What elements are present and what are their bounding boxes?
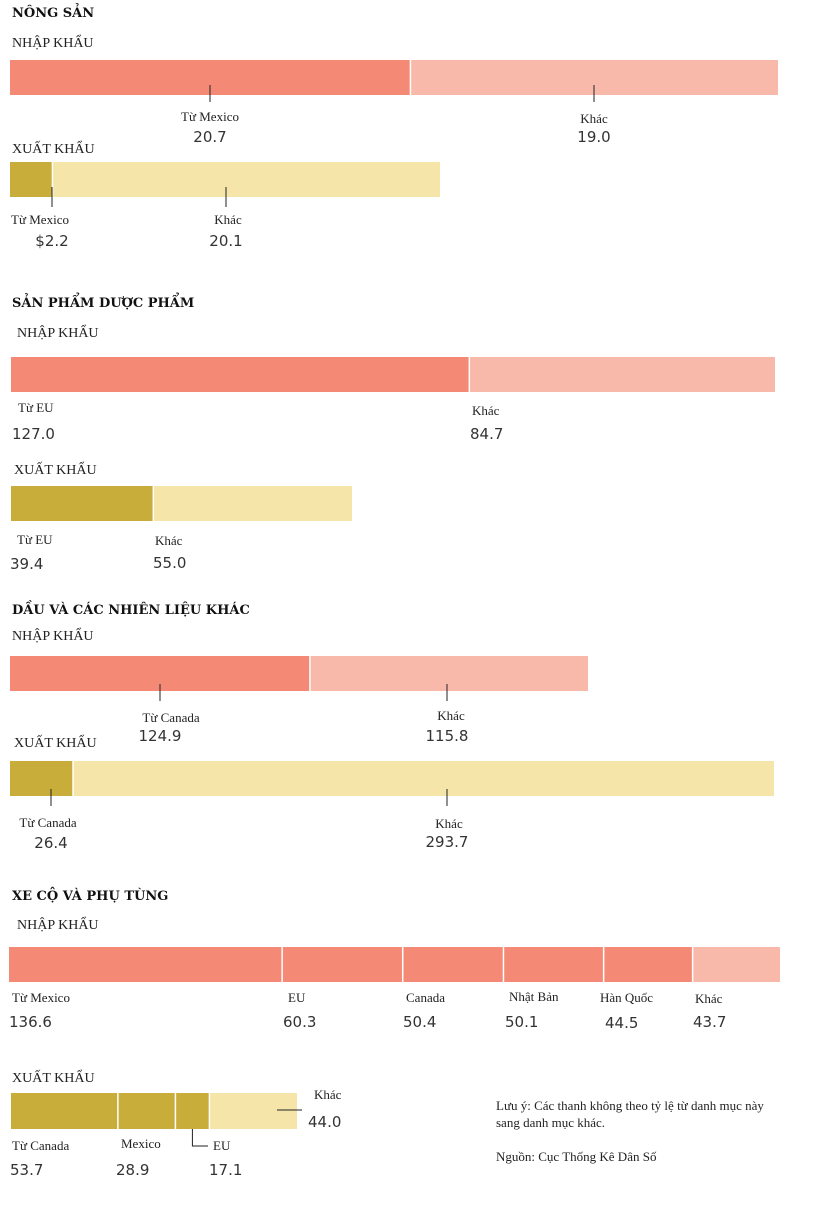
segment-name-label: Từ Mexico <box>12 990 70 1005</box>
bar-segment <box>692 947 780 982</box>
segment-value-label: 293.7 <box>426 833 469 851</box>
export-label: XUẤT KHẨU <box>14 734 97 751</box>
segment-name-label: Nhật Bản <box>509 989 559 1004</box>
segment-name-label: Từ EU <box>18 400 54 415</box>
export-label: XUẤT KHẨU <box>12 1069 95 1086</box>
bar-segment <box>175 1093 210 1129</box>
segment-value-label: 53.7 <box>10 1161 43 1179</box>
bar-segment <box>11 486 154 521</box>
segment-value-label: 50.1 <box>505 1013 538 1031</box>
bar-segment <box>153 486 352 521</box>
segment-value-label: 26.4 <box>34 834 67 852</box>
segment-value-label: 44.5 <box>605 1014 638 1032</box>
bar-segment <box>10 162 53 197</box>
segment-value-label: 50.4 <box>403 1013 436 1031</box>
bar-segment <box>73 761 774 796</box>
export-label: XUẤT KHẨU <box>14 461 97 478</box>
segment-value-label: 127.0 <box>12 425 55 443</box>
label-leader <box>191 1129 208 1147</box>
bar-segment <box>9 947 283 982</box>
segment-value-label: 19.0 <box>577 128 610 146</box>
section-title: DẦU VÀ CÁC NHIÊN LIỆU KHÁC <box>12 600 250 618</box>
segment-name-label: Từ EU <box>17 532 53 547</box>
segment-name-label: EU <box>213 1138 231 1153</box>
bar-segment <box>11 1093 118 1129</box>
segment-name-label: Khác <box>580 111 608 126</box>
segment-name-label: Khác <box>214 212 242 227</box>
import-label: NHẬP KHẨU <box>17 324 99 341</box>
bar-segment <box>117 1093 176 1129</box>
export-label: XUẤT KHẨU <box>12 140 95 157</box>
bar-segment <box>11 357 470 392</box>
segment-name-label: Khác <box>695 991 723 1006</box>
segment-name-label: EU <box>288 990 306 1005</box>
segment-name-label: Hàn Quốc <box>600 990 653 1005</box>
segment-name-label: Mexico <box>121 1136 161 1151</box>
note-line-2: sang danh mục khác. <box>496 1115 605 1130</box>
segment-name-label: Khác <box>435 816 463 831</box>
segment-value-label: 20.1 <box>209 232 242 250</box>
segment-name-label: Khác <box>437 708 465 723</box>
segment-name-label: Canada <box>406 990 445 1005</box>
segment-name-label: Khác <box>472 403 500 418</box>
import-label: NHẬP KHẨU <box>12 627 94 644</box>
bar-segment <box>10 761 74 796</box>
import-label: NHẬP KHẨU <box>12 34 94 51</box>
segment-value-label: $2.2 <box>35 232 68 250</box>
section-title: XE CỘ VÀ PHỤ TÙNG <box>12 887 168 904</box>
segment-value-label: 84.7 <box>470 425 503 443</box>
source-note: Nguồn: Cục Thống Kê Dân Số <box>496 1149 657 1164</box>
segment-name-label: Khác <box>314 1087 342 1102</box>
bar-segment <box>503 947 604 982</box>
bar-segment <box>603 947 693 982</box>
segment-name-label: Từ Canada <box>142 710 199 725</box>
bar-segment <box>402 947 504 982</box>
bar-segment <box>209 1093 297 1129</box>
bar-segment <box>52 162 441 197</box>
segment-value-label: 60.3 <box>283 1013 316 1031</box>
segment-value-label: 39.4 <box>10 555 43 573</box>
segment-value-label: 17.1 <box>209 1161 242 1179</box>
segment-value-label: 55.0 <box>153 554 186 572</box>
segment-name-label: Từ Canada <box>12 1138 69 1153</box>
segment-name-label: Từ Mexico <box>181 109 239 124</box>
segment-value-label: 124.9 <box>139 727 182 745</box>
segment-value-label: 28.9 <box>116 1161 149 1179</box>
note-line-1: Lưu ý: Các thanh không theo tỷ lệ từ dan… <box>496 1098 764 1113</box>
section-title: NÔNG SẢN <box>12 3 94 21</box>
segment-value-label: 136.6 <box>9 1013 52 1031</box>
bar-segment <box>469 357 775 392</box>
segment-value-label: 43.7 <box>693 1013 726 1031</box>
segment-value-label: 44.0 <box>308 1113 341 1131</box>
bar-segment <box>282 947 403 982</box>
section-title: SẢN PHẨM DƯỢC PHẨM <box>12 292 194 311</box>
segment-value-label: 20.7 <box>193 128 226 146</box>
segment-name-label: Khác <box>155 533 183 548</box>
segment-name-label: Từ Canada <box>19 815 76 830</box>
segment-name-label: Từ Mexico <box>11 212 69 227</box>
import-label: NHẬP KHẨU <box>17 916 99 933</box>
bar-segment <box>309 656 588 691</box>
segment-value-label: 115.8 <box>426 727 469 745</box>
